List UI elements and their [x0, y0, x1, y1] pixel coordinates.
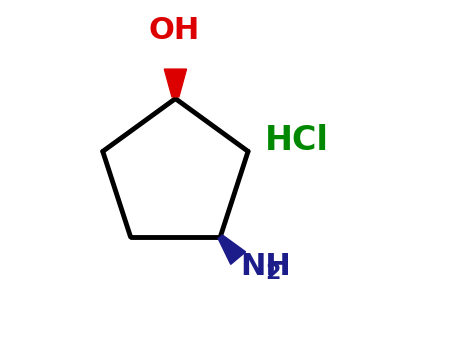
Polygon shape	[164, 69, 187, 97]
Text: HCl: HCl	[265, 124, 329, 157]
Text: 2: 2	[265, 263, 280, 283]
Text: NH: NH	[240, 252, 291, 281]
Polygon shape	[218, 235, 246, 264]
Text: OH: OH	[148, 16, 199, 45]
